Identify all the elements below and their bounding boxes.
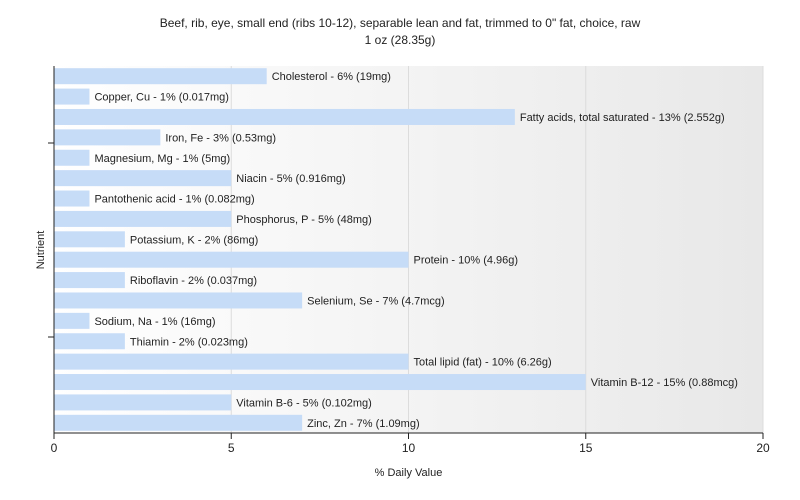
data-label: Selenium, Se - 7% (4.7mcg) [307,295,445,307]
chart-title: Beef, rib, eye, small end (ribs 10-12), … [159,16,641,30]
data-label: Vitamin B-12 - 15% (0.88mcg) [591,377,738,389]
data-label: Total lipid (fat) - 10% (6.26g) [414,357,552,369]
data-label: Magnesium, Mg - 1% (5mg) [94,153,230,165]
bar [54,272,125,289]
x-tick-label: 15 [579,441,593,455]
x-tick-label: 20 [756,441,770,455]
bar [54,312,90,329]
data-label: Niacin - 5% (0.916mg) [236,173,345,185]
x-tick-label: 10 [402,441,416,455]
y-axis-title: Nutrient [35,231,47,270]
x-tick-label: 5 [228,441,235,455]
bar [54,108,515,125]
chart-subtitle: 1 oz (28.35g) [364,33,436,47]
bar [54,333,125,350]
x-axis-title: % Daily Value [375,467,443,479]
data-label: Protein - 10% (4.96g) [414,255,519,267]
bar [54,190,90,207]
bar [54,149,90,166]
bar [54,374,586,391]
data-label: Zinc, Zn - 7% (1.09mg) [307,418,419,430]
bar [54,414,303,431]
bar [54,88,90,105]
data-label: Thiamin - 2% (0.023mg) [130,336,248,348]
data-label: Fatty acids, total saturated - 13% (2.55… [520,112,725,124]
data-label: Iron, Fe - 3% (0.53mg) [165,132,276,144]
bar [54,231,125,248]
data-label: Pantothenic acid - 1% (0.082mg) [94,194,254,206]
data-label: Vitamin B-6 - 5% (0.102mg) [236,397,372,409]
bar [54,394,232,411]
data-label: Sodium, Na - 1% (16mg) [94,316,215,328]
bar [54,292,303,309]
bar [54,353,409,370]
data-label: Copper, Cu - 1% (0.017mg) [94,92,229,104]
bar [54,170,232,187]
data-label: Cholesterol - 6% (19mg) [272,71,391,83]
bar [54,210,232,227]
data-label: Riboflavin - 2% (0.037mg) [130,275,257,287]
bar [54,251,409,268]
data-label: Potassium, K - 2% (86mg) [130,234,258,246]
x-tick-label: 0 [51,441,58,455]
bar [54,68,267,85]
bar [54,129,161,146]
data-label: Phosphorus, P - 5% (48mg) [236,214,372,226]
